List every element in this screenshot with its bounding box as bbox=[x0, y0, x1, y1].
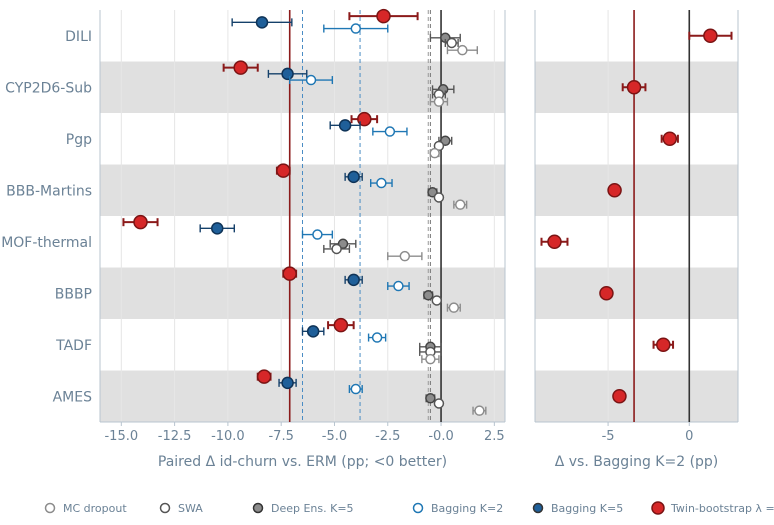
point-bagging-k-2-ames bbox=[351, 385, 360, 394]
point-swa-bbb-martins bbox=[434, 193, 443, 202]
y-tick-label-cyp2d6-sub: CYP2D6-Sub bbox=[5, 80, 92, 96]
point-twin-bootstrap-300-ames bbox=[258, 370, 271, 383]
y-tick-label-bbbp: BBBP bbox=[55, 286, 92, 302]
x-tick-label: -7.5 bbox=[268, 429, 293, 444]
x-tick-label: -0.0 bbox=[428, 429, 453, 444]
point-twin-bootstrap-300-mof-thermal bbox=[134, 216, 147, 229]
point-bagging-k-5-bbbp bbox=[348, 274, 359, 285]
point-bagging-k-5-ames bbox=[282, 377, 293, 388]
point-bagging-k-5-cyp2d6-sub bbox=[282, 68, 293, 79]
point-bagging-k-2-dili bbox=[351, 24, 360, 33]
point-deep-ens-k-5-bbbp bbox=[424, 291, 433, 300]
filled-circle-icon bbox=[534, 504, 543, 513]
point-twin-bootstrap-300-ames bbox=[613, 390, 626, 403]
point-twin-bootstrap-300-bbbp bbox=[600, 287, 613, 300]
filled-circle-icon bbox=[254, 504, 263, 513]
legend-label-deep-ens-k-5: Deep Ens. K=5 bbox=[271, 502, 354, 515]
legend-label-bagging-k-5: Bagging K=5 bbox=[551, 502, 623, 515]
point-twin-bootstrap-300-dili bbox=[704, 29, 717, 42]
point-mc-dropout-bbb-martins bbox=[456, 200, 465, 209]
point-swa-dili bbox=[447, 38, 456, 47]
row-band bbox=[535, 371, 738, 423]
point-bagging-k-5-mof-thermal bbox=[212, 223, 223, 234]
point-twin-bootstrap-300-cyp2d6-sub bbox=[628, 81, 641, 94]
point-swa-ames bbox=[434, 399, 443, 408]
x-tick-label: -15.0 bbox=[104, 429, 138, 444]
legend-label-bagging-k-2: Bagging K=2 bbox=[431, 502, 503, 515]
point-swa-bbbp bbox=[432, 296, 441, 305]
y-tick-label-bbb-martins: BBB-Martins bbox=[6, 183, 92, 199]
y-tick-label-dili: DILI bbox=[65, 29, 92, 45]
point-swa-mof-thermal bbox=[332, 244, 341, 253]
hollow-circle-icon bbox=[46, 504, 55, 513]
point-bagging-k-5-dili bbox=[257, 17, 268, 28]
filled-circle-icon bbox=[652, 502, 664, 514]
y-tick-label-tadf: TADF bbox=[55, 338, 92, 354]
point-mc-dropout-cyp2d6-sub bbox=[434, 97, 443, 106]
y-tick-label-ames: AMES bbox=[53, 389, 93, 405]
point-mc-dropout-pgp bbox=[430, 149, 439, 158]
y-tick-label-mof-thermal: MOF-thermal bbox=[1, 235, 92, 251]
point-twin-bootstrap-300-tadf bbox=[334, 319, 347, 332]
x-tick-label: -12.5 bbox=[158, 429, 192, 444]
hollow-circle-icon bbox=[161, 504, 170, 513]
point-bagging-k-2-bbb-martins bbox=[377, 179, 386, 188]
point-mc-dropout-ames bbox=[475, 406, 484, 415]
x-axis-label: Δ vs. Bagging K=2 (pp) bbox=[555, 454, 719, 470]
panel-1: -15.0 -12.5 -10.0 -7.5 -5.0 -2.5 -0.0 2.5 DILI CY… bbox=[1, 10, 505, 470]
x-axis-label: Paired Δ id-churn vs. ERM (pp; <0 better… bbox=[158, 454, 447, 470]
point-twin-bootstrap-300-bbb-martins bbox=[277, 164, 290, 177]
panel-2: -5 0 Δ vs. Bagging K=2 (pp) bbox=[535, 10, 738, 470]
point-bagging-k-2-tadf bbox=[373, 333, 382, 342]
point-deep-ens-k-5-ames bbox=[426, 394, 435, 403]
point-mc-dropout-mof-thermal bbox=[400, 252, 409, 261]
x-tick-label: -5 bbox=[602, 429, 615, 444]
point-bagging-k-5-pgp bbox=[340, 120, 351, 131]
point-mc-dropout-tadf bbox=[426, 355, 435, 364]
point-twin-bootstrap-300-mof-thermal bbox=[548, 235, 561, 248]
x-tick-label: 0 bbox=[685, 429, 693, 444]
point-bagging-k-2-bbbp bbox=[394, 282, 403, 291]
point-bagging-k-2-cyp2d6-sub bbox=[307, 76, 316, 85]
legend-label-twin-bootstrap-300: Twin-bootstrap λ = 300 bbox=[670, 502, 774, 515]
x-tick-label: -10.0 bbox=[211, 429, 245, 444]
point-twin-bootstrap-300-bbbp bbox=[283, 267, 296, 280]
point-twin-bootstrap-300-tadf bbox=[657, 338, 670, 351]
point-twin-bootstrap-300-bbb-martins bbox=[608, 184, 621, 197]
point-bagging-k-2-pgp bbox=[385, 127, 394, 136]
point-bagging-k-5-tadf bbox=[308, 326, 319, 337]
row-band bbox=[535, 165, 738, 217]
point-twin-bootstrap-300-pgp bbox=[663, 132, 676, 145]
point-bagging-k-2-mof-thermal bbox=[313, 230, 322, 239]
point-mc-dropout-dili bbox=[458, 46, 467, 55]
point-twin-bootstrap-300-dili bbox=[377, 10, 390, 23]
x-tick-label: 2.5 bbox=[484, 429, 505, 444]
legend-label-mc-dropout: MC dropout bbox=[63, 502, 127, 515]
point-twin-bootstrap-300-cyp2d6-sub bbox=[234, 61, 247, 74]
hollow-circle-icon bbox=[414, 504, 423, 513]
legend: MC dropout SWA Deep Ens. K=5 Bagging K=2 Bag… bbox=[46, 502, 774, 515]
legend-label-swa: SWA bbox=[178, 502, 203, 515]
row-band bbox=[535, 268, 738, 320]
point-mc-dropout-bbbp bbox=[449, 303, 458, 312]
x-tick-label: -2.5 bbox=[375, 429, 400, 444]
point-bagging-k-5-bbb-martins bbox=[348, 171, 359, 182]
y-tick-label-pgp: Pgp bbox=[66, 132, 92, 148]
x-tick-label: -5.0 bbox=[322, 429, 347, 444]
